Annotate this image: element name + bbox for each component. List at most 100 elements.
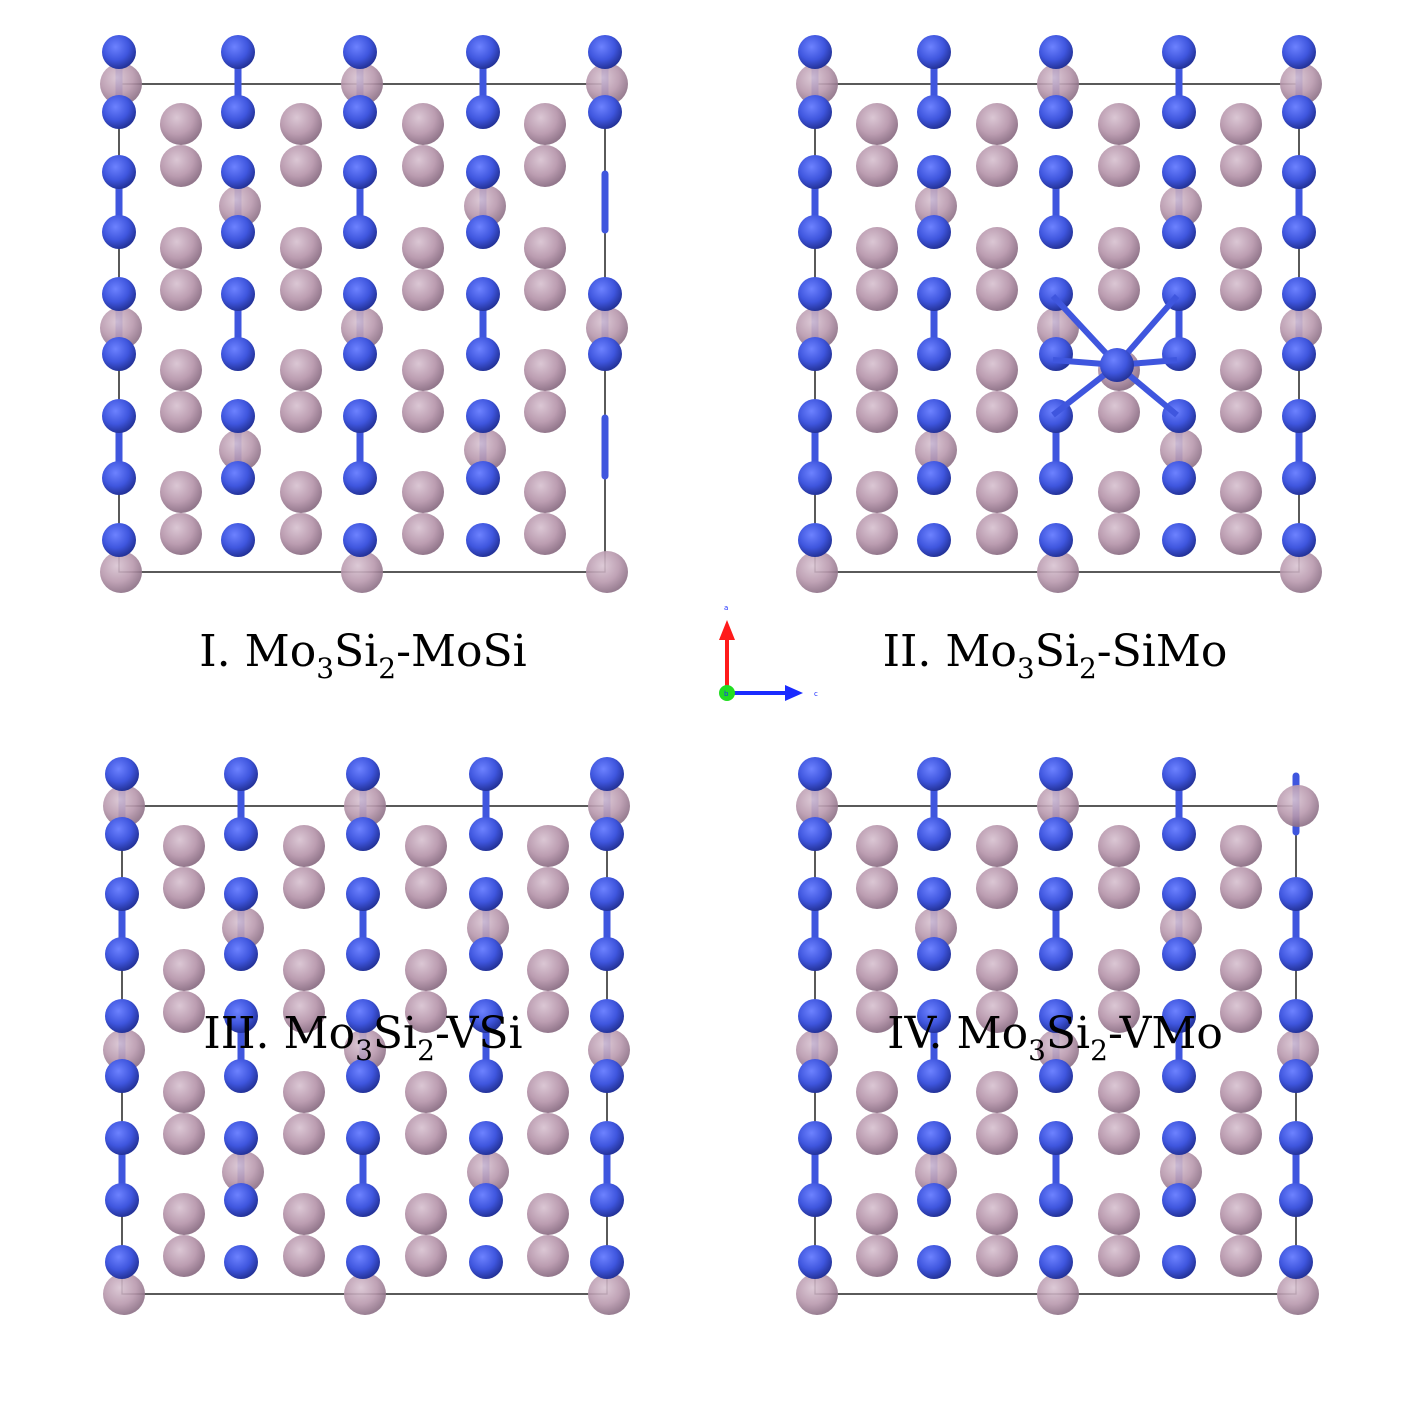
- mo-atom: [917, 155, 951, 189]
- si-atom: [527, 1193, 569, 1235]
- si-atom: [405, 1235, 447, 1277]
- si-atom: [976, 471, 1018, 513]
- si-atom: [163, 825, 205, 867]
- si-atom: [586, 307, 628, 349]
- si-atom: [280, 227, 322, 269]
- si-atom: [280, 513, 322, 555]
- si-atom: [1098, 867, 1140, 909]
- mo-atom: [221, 215, 255, 249]
- si-atom: [527, 949, 569, 991]
- si-atom: [280, 391, 322, 433]
- si-atom: [160, 269, 202, 311]
- mo-atom: [221, 95, 255, 129]
- mo-atom: [346, 999, 380, 1033]
- si-atom: [405, 825, 447, 867]
- mo-atom: [469, 1183, 503, 1217]
- si-atom: [856, 471, 898, 513]
- si-atom: [1220, 391, 1262, 433]
- mo-atom: [588, 277, 622, 311]
- si-atom: [1220, 1113, 1262, 1155]
- si-atom: [976, 825, 1018, 867]
- mo-atom: [224, 1245, 258, 1279]
- mo-atom: [1162, 35, 1196, 69]
- si-atom: [796, 63, 838, 105]
- mo-atom: [798, 1183, 832, 1217]
- mo-atom: [798, 155, 832, 189]
- si-atom: [1098, 391, 1140, 433]
- si-atom: [524, 349, 566, 391]
- caption-panel-4: IV. Mo3Si2-VMo: [887, 1008, 1223, 1067]
- si-atom: [283, 1071, 325, 1113]
- mo-atom: [224, 1059, 258, 1093]
- mo-atom: [1162, 155, 1196, 189]
- si-atom: [524, 471, 566, 513]
- si-atom: [976, 949, 1018, 991]
- mo-atom: [590, 817, 624, 851]
- si-atom: [344, 1029, 386, 1071]
- caption-panel-2: II. Mo3Si2-SiMo: [882, 626, 1228, 685]
- si-atom: [586, 551, 628, 593]
- mo-atom: [346, 1245, 380, 1279]
- mo-atom: [221, 35, 255, 69]
- si-atom: [1098, 1113, 1140, 1155]
- si-atom: [1220, 103, 1262, 145]
- mo-atom: [346, 1059, 380, 1093]
- mo-atom: [1039, 1183, 1073, 1217]
- mo-atom: [588, 337, 622, 371]
- si-atom: [405, 991, 447, 1033]
- si-atom: [100, 551, 142, 593]
- mo-atom: [1162, 461, 1196, 495]
- mo-atom: [798, 461, 832, 495]
- si-atom: [464, 429, 506, 471]
- mo-atom: [798, 215, 832, 249]
- caption-panel-3: III. Mo3Si2-VSi: [203, 1008, 523, 1067]
- si-atom: [1037, 785, 1079, 827]
- mo-atom: [917, 1059, 951, 1093]
- si-atom: [796, 307, 838, 349]
- mo-atom: [105, 1121, 139, 1155]
- mo-atom: [798, 1245, 832, 1279]
- si-atom: [796, 1029, 838, 1071]
- si-atom: [103, 1273, 145, 1315]
- si-atom: [1037, 1029, 1079, 1071]
- mo-atom: [466, 215, 500, 249]
- si-atom: [588, 1029, 630, 1071]
- mo-atom: [346, 817, 380, 851]
- mo-atom: [798, 937, 832, 971]
- si-atom: [856, 949, 898, 991]
- si-atom: [976, 145, 1018, 187]
- si-atom: [163, 949, 205, 991]
- si-atom: [1098, 471, 1140, 513]
- si-atom: [467, 1151, 509, 1193]
- mo-atom: [105, 817, 139, 851]
- mo-atom: [346, 937, 380, 971]
- mo-atom: [798, 1121, 832, 1155]
- si-atom: [856, 1235, 898, 1277]
- si-atom: [402, 269, 444, 311]
- si-atom: [467, 907, 509, 949]
- si-atom: [1220, 349, 1262, 391]
- mo-atom: [917, 999, 951, 1033]
- panel-vmo: [796, 757, 1319, 1315]
- mo-atom: [917, 35, 951, 69]
- mo-atom: [1039, 461, 1073, 495]
- si-atom: [856, 867, 898, 909]
- si-atom: [402, 103, 444, 145]
- si-atom: [402, 513, 444, 555]
- mo-atom: [1162, 1245, 1196, 1279]
- si-atom: [160, 103, 202, 145]
- si-atom: [588, 785, 630, 827]
- si-atom: [283, 867, 325, 909]
- si-atom: [283, 991, 325, 1033]
- mo-atom: [466, 337, 500, 371]
- si-atom: [103, 785, 145, 827]
- mo-atom: [469, 999, 503, 1033]
- mo-atom: [346, 1183, 380, 1217]
- axis-c-head: [785, 685, 803, 701]
- mo-atom: [917, 461, 951, 495]
- mo-atom: [798, 817, 832, 851]
- mo-atom: [1162, 95, 1196, 129]
- mo-atom: [1282, 523, 1316, 557]
- si-atom: [222, 907, 264, 949]
